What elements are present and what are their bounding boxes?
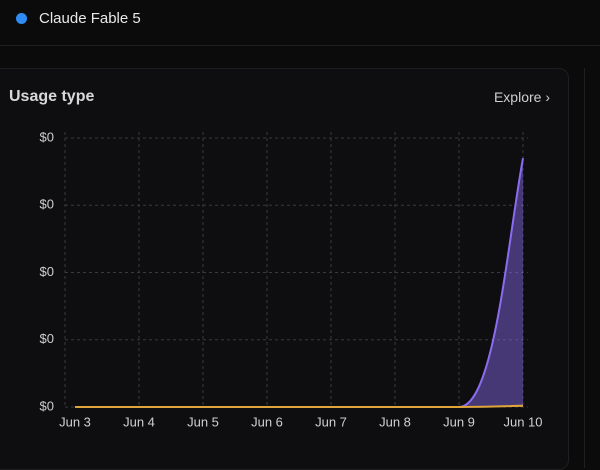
top-bar: Claude Fable 5: [0, 0, 600, 46]
x-tick-label: Jun 6: [251, 414, 283, 429]
x-tick-label: Jun 4: [123, 414, 155, 429]
legend-item[interactable]: Claude Fable 5: [39, 10, 141, 27]
legend-dot: [16, 13, 27, 24]
y-tick-label: $0: [40, 398, 54, 413]
x-tick-label: Jun 3: [59, 414, 91, 429]
chart: $0 $0 $0 $0 $0 Jun 3 Jun 4 Jun 5 Jun 6 Jun 7 Jun 8…: [40, 129, 543, 429]
y-tick-label: $0: [40, 197, 54, 212]
x-tick-label: Jun 9: [443, 414, 475, 429]
y-tick-label: $0: [40, 331, 54, 346]
explore-link[interactable]: Explore ›: [493, 89, 550, 105]
x-tick-label: Jun 5: [187, 414, 219, 429]
area-line: [74, 157, 524, 409]
x-tick-label: Jun 10: [503, 414, 542, 429]
area-fill: [75, 158, 523, 407]
y-tick-label: $0: [40, 129, 54, 144]
panel: [0, 68, 569, 470]
area-line: [74, 404, 524, 409]
x-tick-label: Jun 7: [315, 414, 347, 429]
panel-title: Usage type: [9, 88, 95, 105]
x-tick-label: Jun 8: [379, 414, 411, 429]
y-tick-label: $0: [40, 264, 54, 279]
side-panel: [584, 68, 600, 468]
